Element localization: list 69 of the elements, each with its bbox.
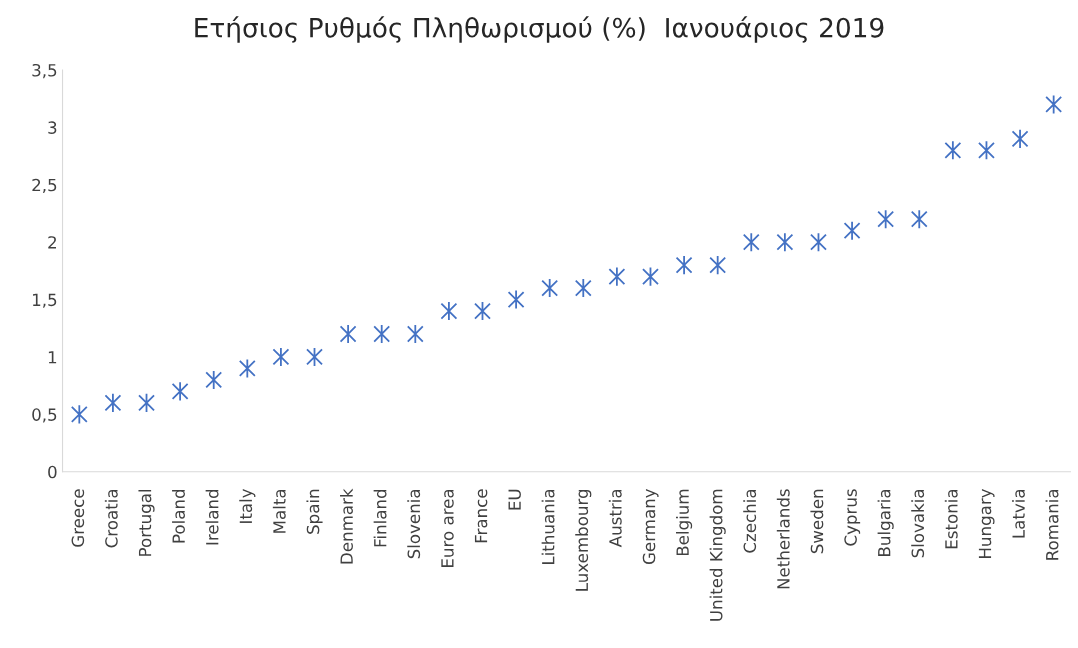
x-tick-label: Portugal — [138, 489, 155, 556]
point — [104, 392, 122, 413]
point — [1045, 94, 1063, 115]
x-tick-label: Germany — [642, 488, 659, 565]
x-tick-label: Bulgaria — [877, 489, 894, 556]
x-tick-label: Cyprus — [844, 489, 861, 546]
point — [574, 278, 592, 299]
x-tick-label: Ireland — [205, 489, 219, 545]
x-tick-label: EU — [508, 489, 521, 510]
x-tick-label: Malta — [272, 489, 286, 533]
x-tick-label: Lithuania — [541, 489, 555, 564]
y-tick-label: 3,5 — [32, 63, 57, 79]
x-tick-label: Latvia — [1011, 489, 1025, 538]
x-tick-label: United Kingdom — [709, 489, 726, 621]
point — [810, 232, 827, 253]
chart-title: Ετήσιος Ρυθμός Πληθωρισμού (%) Ιανουάριος 2019 — [195, 16, 884, 43]
x-tick-label: Croatia — [104, 489, 118, 548]
point — [272, 347, 290, 367]
y-tick-label: 1,5 — [32, 293, 57, 308]
point — [339, 324, 357, 344]
x-tick-label: France — [474, 489, 488, 543]
y-tick-label: 2,5 — [32, 178, 57, 194]
x-tick-label: Sweden — [810, 489, 824, 554]
x-tick-label: Slovakia — [911, 489, 925, 558]
point — [507, 289, 525, 310]
x-tick-label: Finland — [373, 489, 387, 547]
point — [138, 392, 155, 413]
x-tick-label: Poland — [172, 489, 185, 543]
point — [406, 324, 424, 344]
point — [238, 358, 256, 379]
point — [877, 209, 895, 230]
point — [776, 232, 794, 253]
x-tick-label: Austria — [608, 489, 622, 548]
point — [306, 347, 323, 367]
point — [373, 324, 391, 344]
x-tick-label: Belgium — [676, 489, 693, 556]
point — [474, 301, 491, 321]
x-tick-label: Estonia — [944, 489, 958, 549]
point — [910, 209, 928, 230]
point — [541, 278, 559, 299]
x-tick-label: Netherlands — [776, 489, 790, 589]
y-tick-label: 0,5 — [32, 408, 57, 423]
x-tick-label: Romania — [1045, 489, 1059, 560]
y-tick-label: 3 — [48, 121, 57, 134]
point — [843, 220, 861, 241]
y-tick-label: 2 — [48, 236, 56, 249]
x-tick-label: Greece — [71, 489, 85, 547]
x-tick-label: Luxembourg — [575, 489, 592, 591]
point — [171, 381, 189, 402]
point — [944, 140, 962, 161]
point — [608, 266, 626, 287]
point — [1011, 128, 1029, 149]
point — [978, 140, 995, 161]
x-tick-label: Slovenia — [407, 489, 421, 559]
point — [742, 232, 760, 253]
point — [642, 266, 659, 287]
y-tick-label: 1 — [48, 351, 57, 364]
point — [709, 255, 727, 276]
point — [205, 369, 223, 390]
point — [70, 404, 88, 425]
x-tick-label: Czechia — [743, 489, 757, 553]
x-tick-label: Euro area — [441, 489, 454, 567]
point — [440, 301, 458, 321]
y-tick-label: 0 — [48, 465, 57, 479]
x-tick-label: Hungary — [978, 488, 995, 558]
point — [675, 255, 693, 276]
x-tick-label: Spain — [306, 489, 323, 534]
x-tick-label: Italy — [239, 488, 256, 523]
x-tick-label: Denmark — [340, 488, 353, 564]
